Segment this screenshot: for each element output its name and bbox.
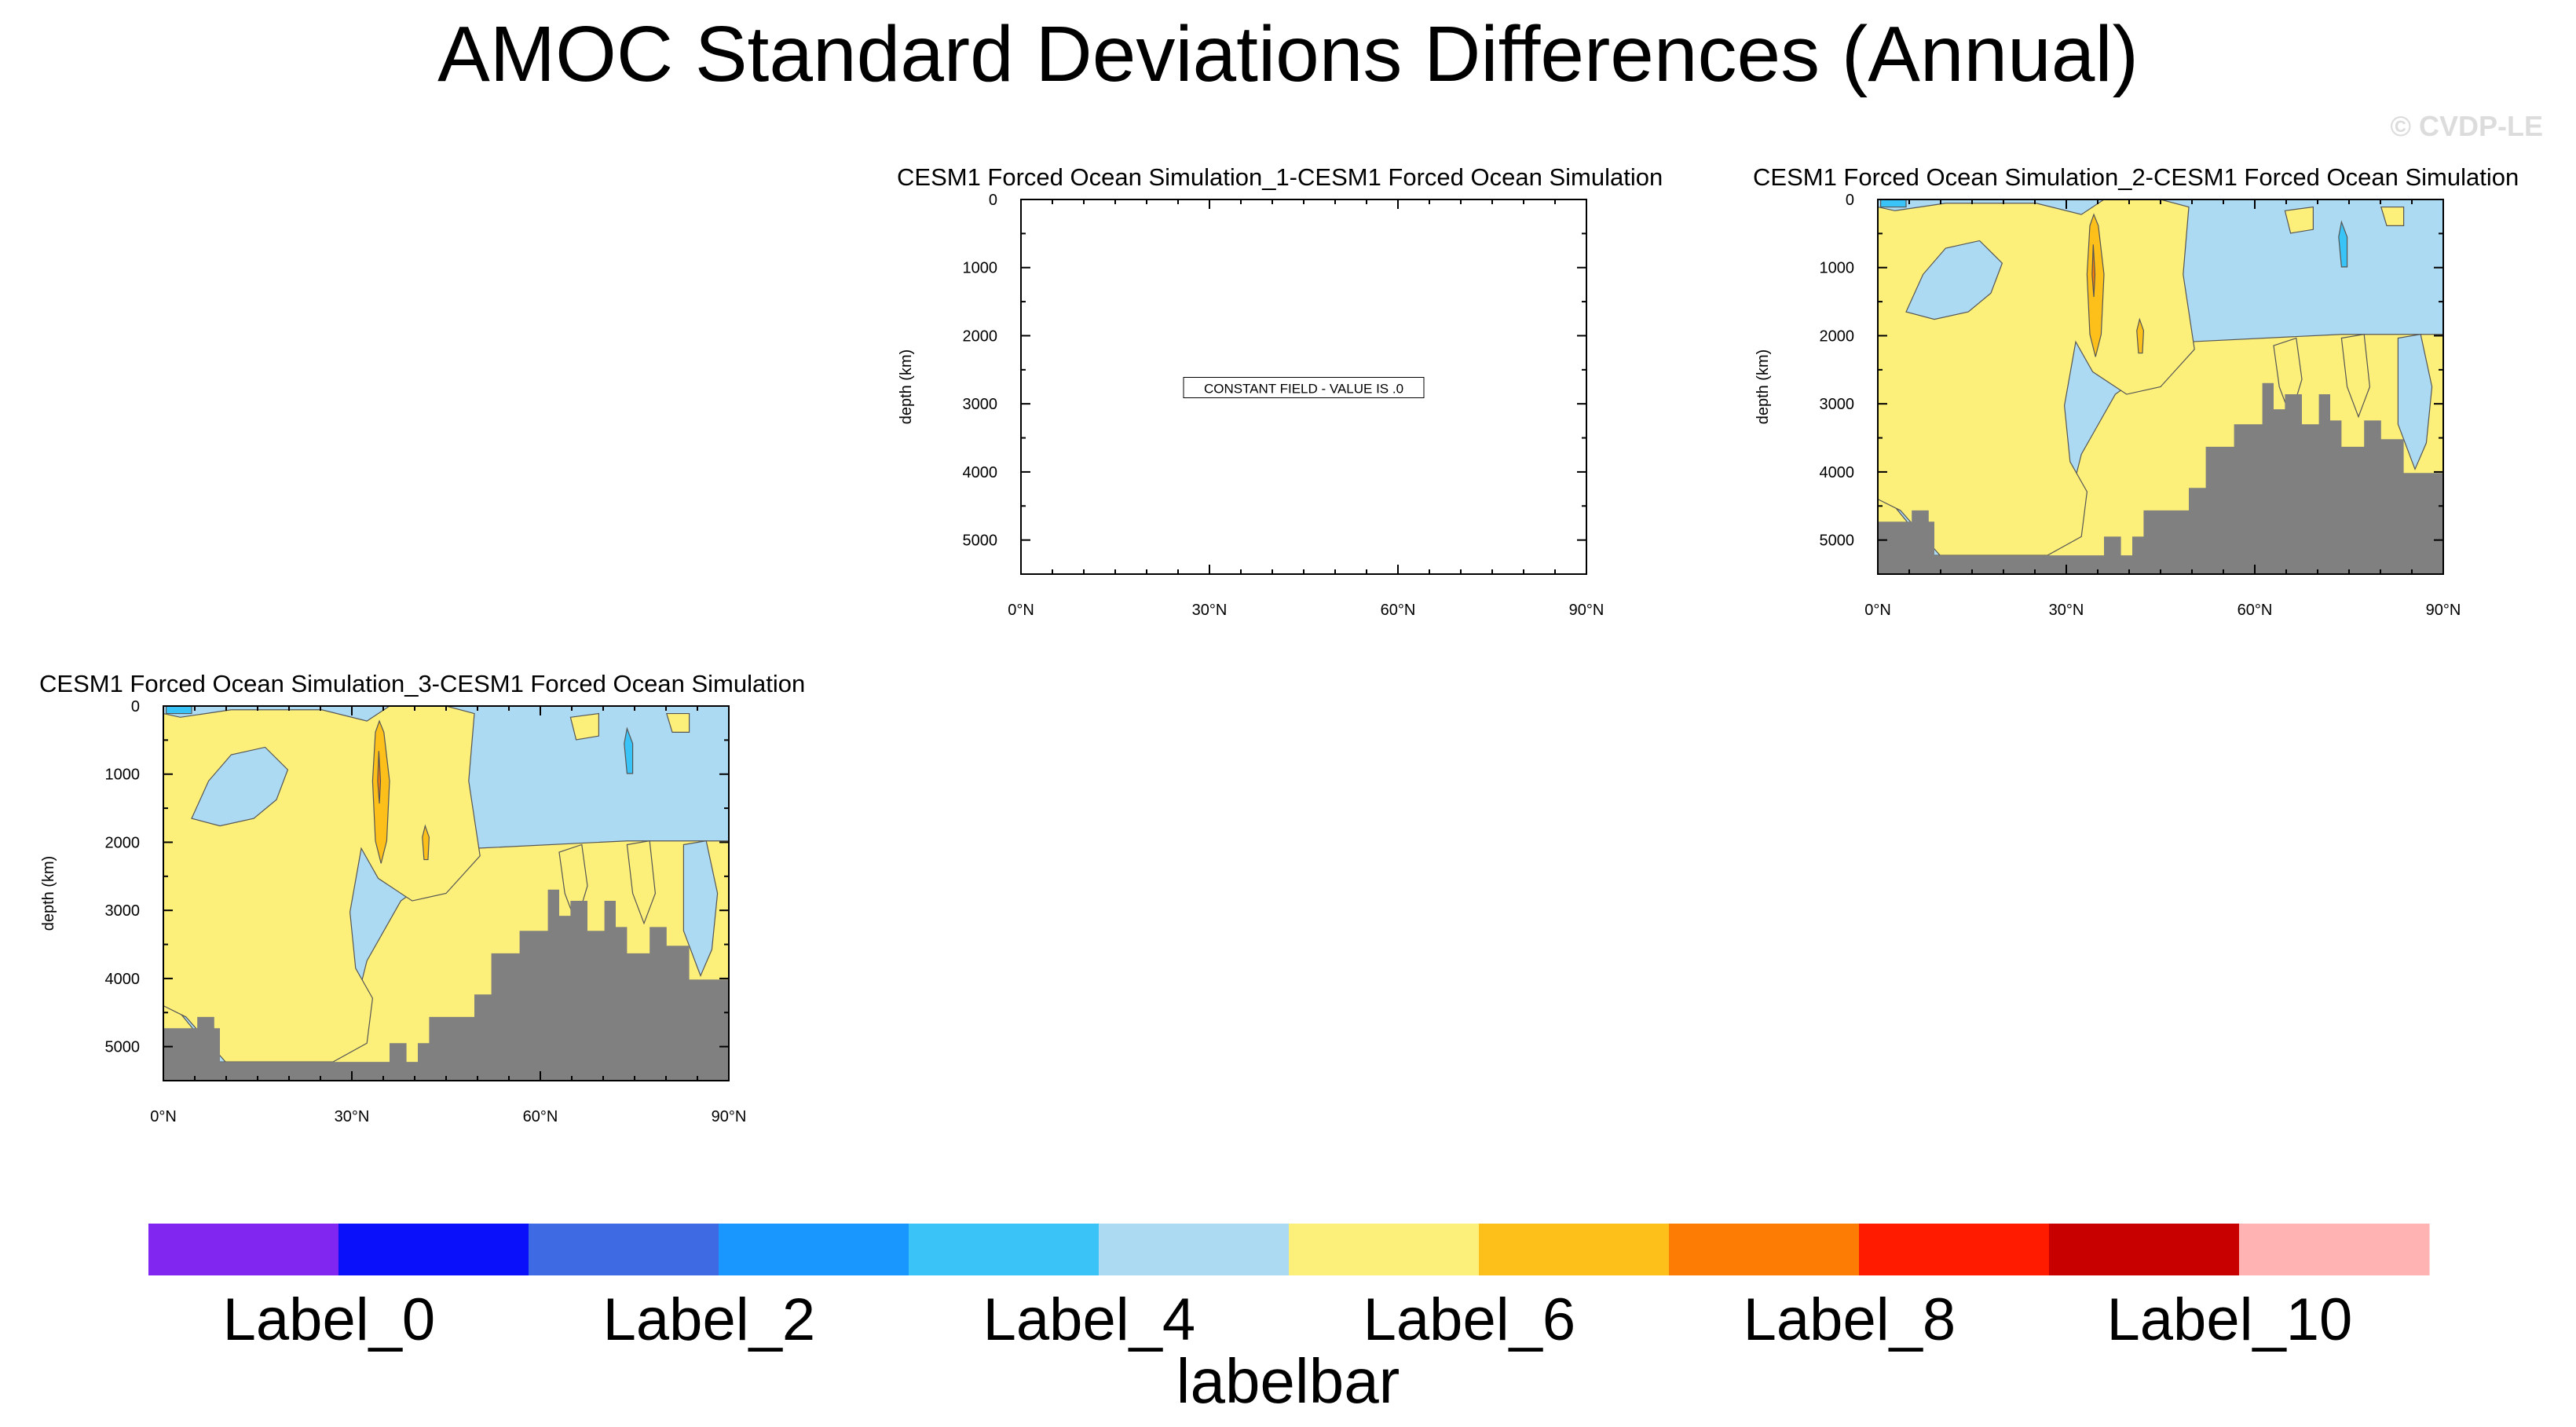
panel-2-axes: 0°N 30°N 60°N 90°N 0 1000 2000 3000 4000 5000 dept…: [1755, 192, 2461, 619]
panel-2-contour-region-7: [2381, 207, 2404, 226]
panel-1-xtick-label: 90°N: [1569, 602, 1605, 619]
panel-3-contour-region-9: [423, 826, 430, 860]
panel-2-ylabel: depth (km): [1755, 349, 1772, 425]
panel-3-contour-region-12: [378, 751, 381, 803]
panel-1-ytick-label: 4000: [963, 464, 998, 481]
panel-1-ylabel: depth (km): [898, 349, 915, 425]
panel-1-xtick-label: 30°N: [1192, 602, 1228, 619]
panel-2-ytick-label: 5000: [1820, 532, 1855, 550]
panel-3-ytick-label: 2000: [105, 834, 141, 851]
panel-3-xtick-label: 30°N: [335, 1108, 370, 1125]
labelbar-title: labelbar: [1176, 1346, 1400, 1416]
panel-2-contour-region-9: [2137, 320, 2144, 353]
panel-3-xtick-label: 90°N: [712, 1108, 747, 1125]
panel-3-contour-region-11: [166, 706, 192, 714]
panel-2-contour-region-5: [2341, 335, 2369, 417]
labelbar-label: Label_4: [983, 1286, 1196, 1353]
labelbar-swatch-4: [909, 1224, 1100, 1275]
panel-2-ocean-floor: [1878, 382, 2443, 574]
panel-2-xtick-label: 90°N: [2426, 602, 2461, 619]
panel-3-ytick-label: 3000: [105, 902, 141, 920]
panel-1-xtick-label: 0°N: [1008, 602, 1034, 619]
panel-2-contour-region-12: [2092, 244, 2095, 297]
panel-3-contour-region-10: [624, 729, 633, 774]
panel-3-contour-region-3: [683, 841, 717, 976]
labelbar-swatch-10: [2049, 1224, 2240, 1275]
labelbar-label: Label_6: [1363, 1286, 1576, 1353]
labelbar-swatch-5: [1099, 1224, 1290, 1275]
panel-3-contour-region-6: [570, 714, 598, 740]
labelbar-swatch-6: [1289, 1224, 1480, 1275]
labelbar-swatch-1: [338, 1224, 529, 1275]
panel-3-ytick-label: 1000: [105, 767, 141, 784]
panel-2-xtick-label: 30°N: [2049, 602, 2084, 619]
panel-1-title: CESM1 Forced Ocean Simulation_1-CESM1 Fo…: [897, 163, 1663, 191]
panel-2-xtick-label: 0°N: [1864, 602, 1891, 619]
panel-3-ytick-label: 4000: [105, 971, 141, 988]
panel-3-title: CESM1 Forced Ocean Simulation_3-CESM1 Fo…: [39, 670, 806, 697]
panel-2-xtick-label: 60°N: [2238, 602, 2273, 619]
labelbar-label: Label_10: [2107, 1286, 2353, 1353]
panel-2-ytick-label: 4000: [1820, 464, 1855, 481]
panel-3-contour-region-7: [667, 714, 690, 733]
panel-1-ytick-label: 1000: [963, 260, 998, 277]
panel-3-xtick-label: 60°N: [523, 1108, 558, 1125]
labelbar-swatch-8: [1669, 1224, 1860, 1275]
panel-3-contour-region-5: [627, 841, 655, 924]
panel-2-ytick-label: 1000: [1820, 260, 1855, 277]
panel-2-title: CESM1 Forced Ocean Simulation_2-CESM1 Fo…: [1753, 163, 2519, 191]
panel-2-contour-region-6: [2285, 207, 2313, 233]
panel-3-contour-region-8: [372, 721, 390, 863]
labelbar-swatch-7: [1479, 1224, 1670, 1275]
panel-1-annotation-box: [1183, 377, 1425, 398]
watermark: © CVDP-LE: [2390, 110, 2543, 142]
panel-2-contour-region-11: [1881, 199, 1906, 207]
panel-2-ytick-label: 2000: [1820, 327, 1855, 345]
panel-3-ytick-label: 5000: [105, 1039, 141, 1056]
panel-3-ocean-floor: [163, 889, 729, 1081]
panel-2-contour-region-2: [1906, 240, 2002, 319]
panel-1-annotation: CONSTANT FIELD - VALUE IS .0: [1204, 382, 1403, 397]
panel-3-axes: 0°N 30°N 60°N 90°N 0 1000 2000 3000 4000 5000 dept…: [40, 698, 746, 1125]
labelbar-label: Label_8: [1744, 1286, 1956, 1353]
panel-1-ytick-label: 3000: [963, 396, 998, 413]
panel-2-ytick-label: 3000: [1820, 396, 1855, 413]
panel-3-ylabel: depth (km): [40, 856, 57, 931]
labelbar-label: Label_2: [603, 1286, 816, 1353]
panel-3-field: [163, 706, 729, 1081]
panel-2-field: [1878, 199, 2443, 574]
panel-1-ytick-label: 5000: [963, 532, 998, 550]
panel-3-contour-region-2: [192, 747, 287, 825]
panel-1-xtick-label: 60°N: [1381, 602, 1416, 619]
panel-2-ytick-label: 0: [1846, 192, 1854, 209]
panel-2-contour-region-3: [2398, 335, 2431, 470]
panel-1-ytick-label: 2000: [963, 327, 998, 345]
labelbar-swatch-11: [2239, 1224, 2430, 1275]
labelbar-swatch-2: [529, 1224, 719, 1275]
panel-1-axes: 0°N 30°N 60°N 90°N 0 1000 2000 3000 4000 5000 dept…: [898, 192, 1604, 619]
labelbar-swatch-9: [1859, 1224, 2050, 1275]
panel-1-ytick-label: 0: [989, 192, 997, 209]
labelbar-swatch-0: [148, 1224, 339, 1275]
panel-2-contour-region-8: [2087, 214, 2104, 357]
labelbar-swatch-3: [719, 1224, 909, 1275]
panel-3-xtick-label: 0°N: [150, 1108, 177, 1125]
panel-2-contour-region-10: [2339, 222, 2347, 267]
panel-3-ytick-label: 0: [131, 698, 140, 715]
labelbar-label: Label_0: [223, 1286, 436, 1353]
page-title: AMOC Standard Deviations Differences (An…: [437, 10, 2139, 98]
